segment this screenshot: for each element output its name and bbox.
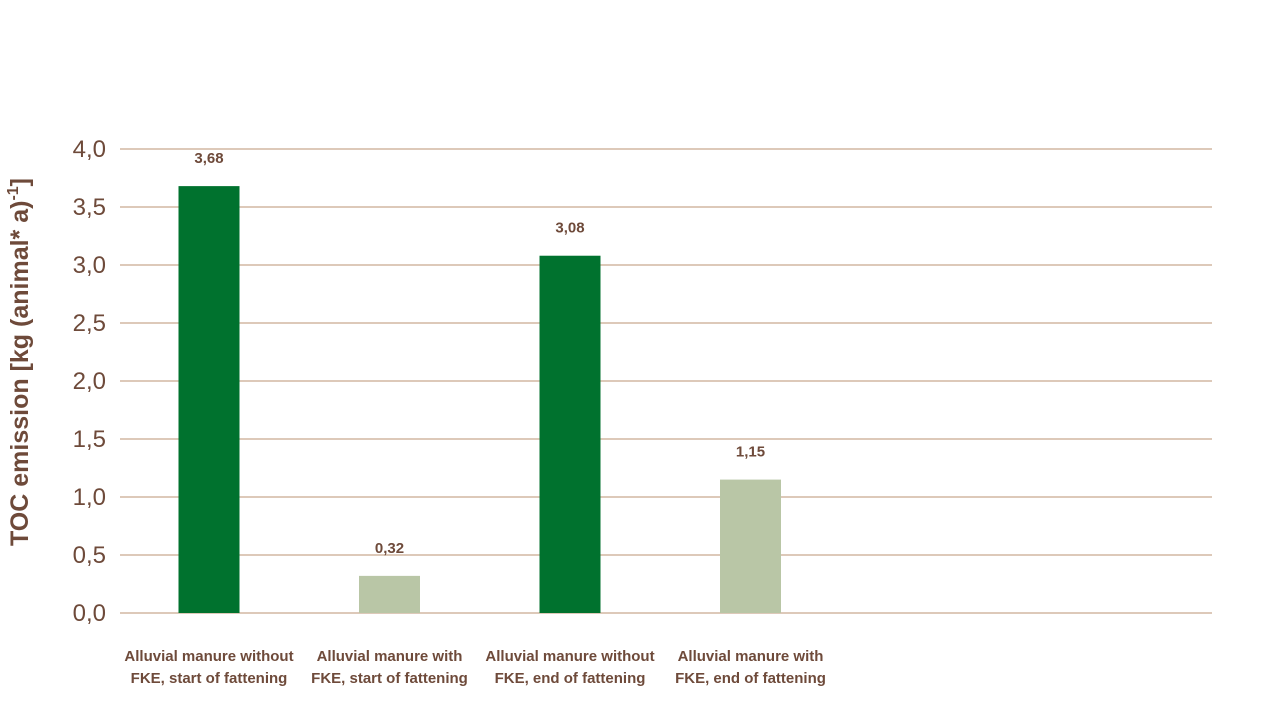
category-label-line1: Alluvial manure without [485,648,654,665]
bar [359,575,420,613]
y-tick-label: 2,0 [73,368,106,395]
y-axis-title-end: ] [6,178,34,186]
bar [178,186,240,613]
y-tick-label: 3,0 [73,252,106,279]
y-tick-label: 3,5 [73,194,106,221]
y-axis-title: TOC emission [kg (animal* a)-1] [5,178,34,546]
category-label-line2: FKE, start of fattening [131,670,288,687]
data-label: 0,32 [375,540,404,557]
y-tick-labels: 0,0 0,5 1,0 1,5 2,0 2,5 3,0 3,5 4,0 [73,136,106,627]
y-tick-label: 0,5 [73,542,106,569]
y-axis-title-superscript: -1 [5,186,22,200]
category-label-line2: FKE, start of fattening [311,670,468,687]
category-label-line2: FKE, end of fattening [495,670,646,687]
y-tick-label: 1,0 [73,484,106,511]
category-label-line1: Alluvial manure with [317,648,463,665]
data-label: 1,15 [736,444,765,461]
gridlines [120,148,1212,614]
bar [539,255,601,613]
category-label-line2: FKE, end of fattening [675,670,826,687]
y-tick-label: 2,5 [73,310,106,337]
y-tick-label: 1,5 [73,426,106,453]
category-labels: Alluvial manure without FKE, start of fat… [124,648,826,687]
y-tick-label: 4,0 [73,136,106,163]
data-label: 3,08 [555,220,584,237]
y-axis-title-main: TOC emission [kg (animal* a) [6,201,34,546]
y-tick-label: 0,0 [73,600,106,627]
data-label: 3,68 [194,150,223,167]
bar [720,479,781,613]
value-labels: 3,68 0,32 3,08 1,15 [194,150,765,557]
category-label-line1: Alluvial manure with [678,648,824,665]
category-label-line1: Alluvial manure without [124,648,293,665]
bars [178,186,781,613]
